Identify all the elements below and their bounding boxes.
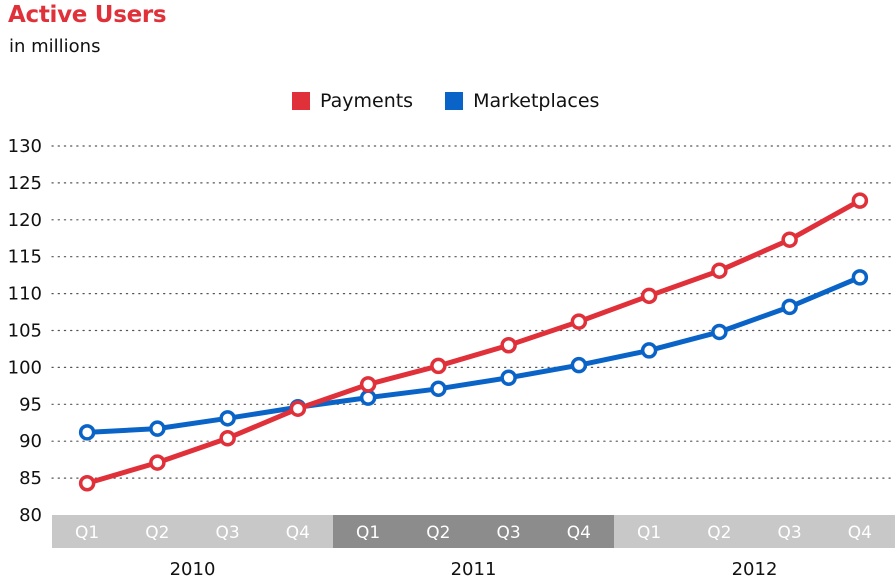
x-tick-label: Q2 — [426, 523, 450, 543]
legend-item-marketplaces: Marketplaces — [445, 90, 599, 112]
legend-swatch-marketplaces — [445, 92, 464, 110]
data-point-marketplaces — [640, 342, 658, 359]
series-line-payments — [84, 198, 863, 486]
y-tick-label: 130 — [8, 136, 42, 157]
data-point-payments — [78, 475, 96, 492]
quarter-band — [192, 515, 264, 548]
data-point-payments — [851, 192, 869, 209]
data-point-payments — [289, 400, 307, 417]
data-point-payments — [430, 357, 447, 375]
legend-item-payments: Payments — [292, 90, 413, 112]
data-point-marketplaces — [359, 389, 377, 406]
data-point-marketplaces — [500, 369, 517, 386]
quarter-band — [684, 515, 755, 548]
series-line-marketplaces — [84, 274, 863, 435]
y-tick-label: 125 — [8, 173, 42, 194]
x-tick-label: Q3 — [216, 523, 240, 543]
chart-title: Active Users — [8, 2, 167, 28]
x-tick-label: Q2 — [145, 523, 169, 543]
data-point-marketplaces — [149, 420, 166, 437]
y-tick-label: 100 — [8, 357, 42, 378]
data-point-payments — [149, 454, 166, 471]
legend-swatch-payments — [292, 92, 310, 110]
legend: Payments Marketplaces — [292, 90, 631, 112]
year-label: 2010 — [170, 559, 216, 580]
data-point-payments — [711, 262, 728, 279]
y-tick-label: 110 — [8, 284, 42, 305]
y-tick-label: 80 — [19, 505, 42, 526]
x-tick-label: Q1 — [356, 523, 380, 543]
data-point-marketplaces — [851, 269, 869, 286]
x-tick-label: Q4 — [286, 523, 310, 543]
data-point-marketplaces — [219, 410, 236, 427]
year-label: 2011 — [451, 559, 497, 580]
year-label: 2012 — [732, 559, 778, 580]
data-point-payments — [359, 376, 377, 393]
y-tick-label: 105 — [8, 321, 42, 342]
quarter-band — [403, 515, 474, 548]
quarter-band — [614, 515, 685, 548]
data-point-marketplaces — [711, 323, 728, 341]
x-tick-label: Q2 — [707, 523, 731, 543]
x-tick-label: Q4 — [567, 523, 591, 543]
data-point-payments — [781, 231, 798, 248]
data-point-payments — [500, 337, 517, 354]
data-point-marketplaces — [570, 356, 588, 374]
data-point-payments — [219, 429, 236, 447]
x-tick-label: Q4 — [848, 523, 872, 543]
x-tick-label: Q3 — [778, 523, 802, 543]
quarter-band — [754, 515, 826, 548]
quarter-band — [543, 515, 615, 548]
quarter-band — [262, 515, 334, 548]
data-point-marketplaces — [781, 298, 798, 316]
quarter-band — [333, 515, 404, 548]
x-tick-label: Q3 — [497, 523, 521, 543]
y-tick-label: 95 — [19, 394, 42, 415]
quarter-band — [824, 515, 895, 548]
y-tick-label: 115 — [8, 247, 42, 268]
x-tick-label: Q1 — [637, 523, 661, 543]
y-tick-label: 85 — [19, 468, 42, 489]
y-tick-label: 120 — [8, 210, 42, 231]
data-point-payments — [570, 313, 588, 330]
data-point-payments — [640, 287, 658, 305]
chart-subtitle: in millions — [9, 36, 101, 57]
y-tick-label: 90 — [19, 431, 42, 452]
quarter-band — [473, 515, 545, 548]
data-point-marketplaces — [430, 380, 447, 398]
x-tick-label: Q1 — [75, 523, 99, 543]
quarter-band — [52, 515, 123, 548]
legend-label-marketplaces: Marketplaces — [473, 90, 600, 112]
legend-label-payments: Payments — [320, 90, 414, 112]
quarter-band — [122, 515, 193, 548]
data-point-marketplaces — [78, 424, 96, 441]
